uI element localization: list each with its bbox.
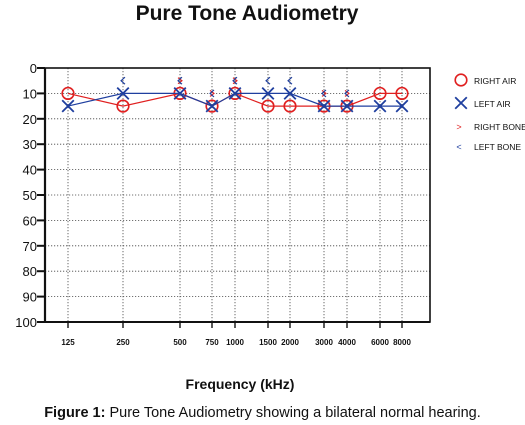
data-point-left-bone xyxy=(177,76,183,85)
data-point-left-bone xyxy=(120,76,126,85)
data-point-right-bone xyxy=(321,89,327,97)
data-point-left-air xyxy=(173,86,187,100)
y-tick-label: 30 xyxy=(23,137,37,152)
legend-marker xyxy=(454,96,468,110)
x-tick-label: 3000 xyxy=(315,338,333,347)
data-point-right-air xyxy=(61,86,75,100)
data-point-right-bone xyxy=(232,77,238,85)
legend-marker xyxy=(454,73,468,87)
data-point-left-bone xyxy=(232,76,238,85)
x-tick-label: 125 xyxy=(61,338,75,347)
data-point-left-bone xyxy=(287,76,293,85)
y-tick-label: 70 xyxy=(23,239,37,254)
y-tick-label: 0 xyxy=(30,61,37,76)
legend-label: RIGHT AIR xyxy=(474,76,516,86)
legend-item-left-bone: < LEFT BONE xyxy=(456,142,521,152)
data-point-left-air xyxy=(317,99,331,113)
legend: RIGHT AIR LEFT AIR > RIGHT BONE < LEFT BONE xyxy=(454,73,525,152)
data-point-left-air xyxy=(228,86,242,100)
data-point-right-bone xyxy=(177,77,183,85)
series-line-right-air xyxy=(67,92,402,107)
x-tick-label: 8000 xyxy=(393,338,411,347)
legend-item-right-bone: > RIGHT BONE xyxy=(456,122,525,132)
chart-title: Pure Tone Audiometry xyxy=(135,2,359,25)
data-point-right-air xyxy=(205,99,219,113)
x-tick-label: 750 xyxy=(205,338,219,347)
x-tick-label: 2000 xyxy=(281,338,299,347)
y-tick-label: 90 xyxy=(23,290,37,305)
legend-item-right-air: RIGHT AIR xyxy=(454,73,516,87)
caption-label: Figure 1: xyxy=(44,405,106,421)
y-tick-label: 60 xyxy=(23,213,37,228)
x-tick-label: 250 xyxy=(116,338,130,347)
y-tick-label: 40 xyxy=(23,163,37,178)
legend-marker: > xyxy=(456,122,461,132)
legend-item-left-air: LEFT AIR xyxy=(454,96,511,110)
series-right-air xyxy=(61,86,409,113)
x-tick-label: 1000 xyxy=(226,338,244,347)
data-point-left-air xyxy=(205,99,219,113)
x-tick-label: 6000 xyxy=(371,338,389,347)
legend-marker: < xyxy=(456,142,461,152)
x-tick-label: 500 xyxy=(173,338,187,347)
caption-text: Pure Tone Audiometry showing a bilateral… xyxy=(109,405,481,421)
data-point-left-air xyxy=(373,99,387,113)
x-tick-label: 4000 xyxy=(338,338,356,347)
legend-label: RIGHT BONE xyxy=(474,122,525,132)
series-layer xyxy=(61,76,409,113)
data-point-right-air xyxy=(373,86,387,100)
data-point-right-bone xyxy=(344,89,350,97)
data-point-left-air xyxy=(61,99,75,113)
data-point-left-air xyxy=(116,86,130,100)
data-point-left-air xyxy=(261,86,275,100)
data-point-right-air xyxy=(283,99,297,113)
data-point-right-bone xyxy=(209,89,215,97)
y-tick-label: 20 xyxy=(23,112,37,127)
data-point-right-air xyxy=(395,86,409,100)
series-right-bone xyxy=(177,77,350,97)
series-left-bone xyxy=(120,76,350,98)
data-point-right-air xyxy=(261,99,275,113)
data-point-left-air xyxy=(283,86,297,100)
y-tick-label: 100 xyxy=(15,315,37,330)
data-point-left-bone xyxy=(265,76,271,85)
y-tick-label: 10 xyxy=(23,86,37,101)
data-point-left-bone xyxy=(209,89,215,98)
data-point-left-air xyxy=(340,99,354,113)
legend-label: LEFT AIR xyxy=(474,99,511,109)
data-point-left-bone xyxy=(321,89,327,98)
grid xyxy=(45,68,430,322)
data-point-right-air xyxy=(116,99,130,113)
data-point-left-bone xyxy=(344,89,350,98)
y-tick-label: 50 xyxy=(23,188,37,203)
series-left-air xyxy=(61,86,409,113)
x-axis-title: Frequency (kHz) xyxy=(185,376,295,392)
data-point-left-air xyxy=(395,99,409,113)
axes: 0 10 20 30 40 50 60 70 80 90 100 125 250 500 750 1000 15… xyxy=(15,61,431,347)
x-tick-label: 1500 xyxy=(259,338,277,347)
y-tick-label: 80 xyxy=(23,264,37,279)
legend-label: LEFT BONE xyxy=(474,142,521,152)
figure-caption: Figure 1: Pure Tone Audiometry showing a… xyxy=(0,405,525,421)
